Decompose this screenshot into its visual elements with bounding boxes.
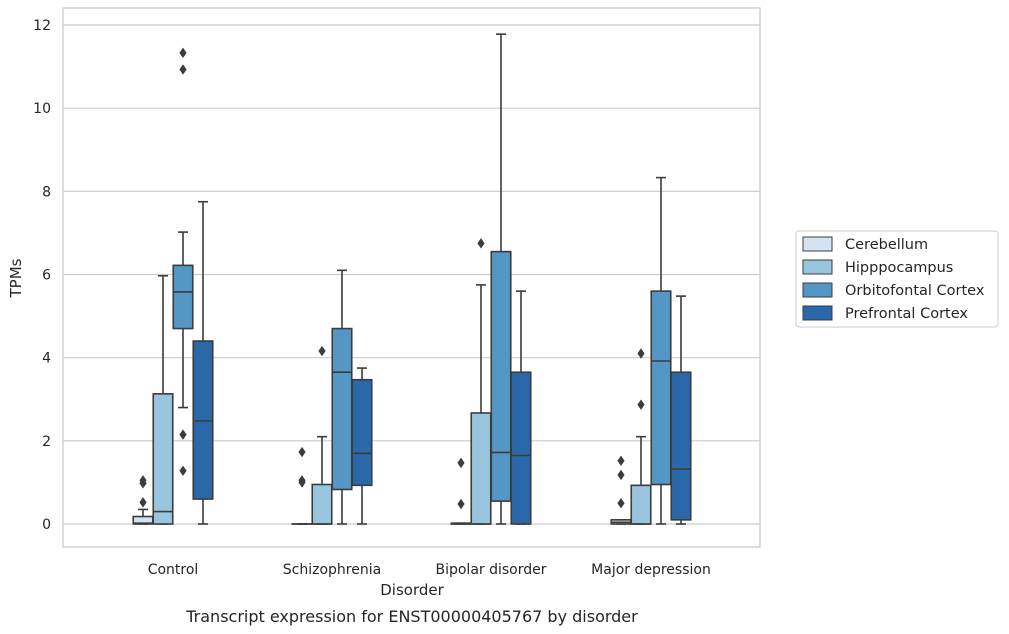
outlier-point [179, 64, 187, 75]
box-hipppocampus-control [152, 274, 174, 525]
box-orbitofontal-cortex-schizophrenia [331, 269, 353, 525]
legend: Cerebellum Hipppocampus Orbitofontal Corte… [795, 230, 999, 328]
outlier-point [318, 345, 326, 357]
x-tick-label: Bipolar disorder [435, 562, 546, 578]
x-tick-label: Control [148, 562, 199, 578]
box-prefrontal-cortex-control [192, 200, 214, 525]
box-prefrontal-cortex-schizophrenia [351, 367, 373, 525]
outlier-point [637, 348, 645, 359]
x-tick-label: Schizophrenia [283, 562, 381, 578]
box-iqr [192, 340, 214, 500]
x-axis-label: Disorder [380, 581, 444, 599]
legend-entry-label: Cerebellum [845, 237, 928, 253]
outlier-point [179, 429, 187, 440]
x-tick-label: Major depression [591, 562, 711, 578]
box-iqr [510, 371, 532, 525]
y-tick-label: 0 [42, 517, 51, 533]
box-iqr [351, 378, 373, 487]
outlier-point [298, 475, 306, 486]
y-tick-label: 4 [42, 351, 51, 367]
box-iqr [152, 393, 174, 525]
y-tick-label: 6 [42, 268, 51, 284]
box-prefrontal-cortex-major-depression [670, 295, 692, 525]
box-cerebellum-schizophrenia [291, 446, 313, 525]
box-iqr [470, 412, 492, 525]
box-prefrontal-cortex-bipolar-disorder [510, 290, 532, 525]
box-iqr [311, 483, 333, 525]
box-iqr [630, 484, 652, 525]
box-hipppocampus-bipolar-disorder [470, 238, 492, 525]
box-iqr [670, 371, 692, 521]
chart-caption: Transcript expression for ENST0000040576… [185, 607, 638, 626]
outlier-point [617, 498, 625, 509]
box-plot-boxes [132, 33, 692, 525]
y-axis-label: TPMs [7, 258, 25, 298]
outlier-point [457, 457, 465, 469]
outlier-point [617, 455, 625, 466]
box-iqr [172, 264, 194, 330]
legend-entry-label: Prefrontal Cortex [845, 306, 968, 322]
y-tick-label: 12 [33, 18, 51, 34]
y-axis-ticks: 0 2 4 6 8 10 12 [33, 18, 51, 533]
box-hipppocampus-major-depression [630, 348, 652, 525]
box-orbitofontal-cortex-bipolar-disorder [490, 33, 512, 525]
box-cerebellum-control [132, 475, 154, 525]
outlier-point [179, 47, 187, 59]
box-iqr [490, 250, 512, 502]
box-orbitofontal-cortex-control [172, 47, 194, 476]
legend-swatch [802, 305, 833, 321]
outlier-point [139, 475, 147, 486]
legend-swatch [802, 259, 833, 275]
box-hipppocampus-schizophrenia [311, 345, 333, 525]
y-tick-label: 8 [42, 184, 51, 200]
legend-swatch [802, 282, 833, 298]
legend-entry-label: Orbitofontal Cortex [845, 283, 985, 299]
plot-frame [62, 7, 761, 548]
outlier-point [179, 465, 187, 476]
y-tick-label: 2 [42, 434, 51, 450]
box-cerebellum-major-depression [610, 455, 632, 525]
y-tick-label: 10 [33, 101, 51, 117]
box-cerebellum-bipolar-disorder [450, 457, 472, 525]
box-iqr [650, 290, 672, 486]
outlier-point [617, 469, 625, 481]
outlier-point [637, 399, 645, 410]
outlier-point [457, 498, 465, 510]
outlier-point [139, 497, 147, 508]
outlier-point [298, 446, 306, 458]
box-orbitofontal-cortex-major-depression [650, 176, 672, 525]
legend-frame [795, 230, 999, 328]
outlier-point [477, 238, 485, 249]
legend-entry-label: Hipppocampus [845, 260, 953, 276]
box-iqr [331, 327, 353, 491]
legend-swatch [802, 236, 833, 252]
x-axis-ticks: Control Schizophrenia Bipolar disorder Majo… [148, 562, 711, 578]
